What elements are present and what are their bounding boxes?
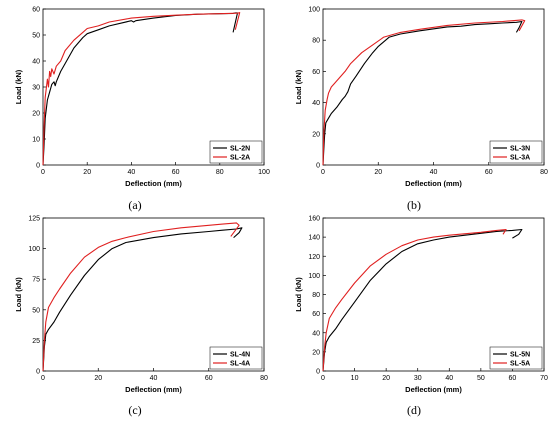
legend: SL-4N SL-4A [209, 346, 263, 370]
y-tick-label: 80 [312, 38, 320, 45]
x-tick-label: 60 [205, 375, 213, 382]
legend: SL-3N SL-3A [489, 140, 543, 164]
x-axis-label: Deflection (mm) [405, 179, 462, 188]
y-tick-label: 100 [308, 273, 320, 280]
legend-label: SL-2A [230, 155, 250, 162]
legend-label: SL-3N [510, 146, 530, 153]
y-tick-label: 0 [36, 369, 40, 376]
x-axis-label: Deflection (mm) [405, 385, 462, 394]
x-tick-label: 20 [83, 169, 91, 176]
x-tick-label: 40 [128, 169, 136, 176]
x-tick-label: 30 [414, 375, 422, 382]
chart-panel: 0 20 40 60 80 100 0 10 20 30 40 50 60 Deflection (mm)… [14, 7, 270, 213]
y-axis-label: Load (kN) [14, 69, 23, 104]
series-line-sl-5n [322, 228, 523, 372]
panel-caption: (a) [128, 198, 141, 212]
y-tick-label: 20 [312, 131, 320, 138]
x-tick-label: 0 [41, 375, 45, 382]
y-tick-label: 40 [312, 100, 320, 107]
y-tick-label: 60 [312, 69, 320, 76]
x-tick-label: 70 [540, 375, 548, 382]
panel-caption: (c) [128, 403, 141, 417]
x-tick-label: 20 [382, 375, 390, 382]
series-line-sl-3n [322, 20, 523, 166]
y-tick-label: 100 [28, 246, 40, 253]
y-tick-label: 160 [308, 216, 320, 223]
chart-panel: 0 20 40 60 80 0 25 50 75 100 125 Deflection (mm) Loa… [14, 216, 268, 418]
panel-caption: (d) [407, 403, 421, 417]
x-tick-label: 80 [216, 169, 224, 176]
x-tick-label: 40 [150, 375, 158, 382]
legend-label: SL-5A [510, 361, 530, 368]
x-tick-label: 10 [351, 375, 359, 382]
y-tick-label: 40 [312, 330, 320, 337]
x-tick-label: 60 [485, 169, 493, 176]
series-line-sl-2a [42, 12, 241, 166]
y-tick-label: 140 [308, 235, 320, 242]
series-line-sl-4a [42, 222, 240, 372]
x-tick-label: 40 [430, 169, 438, 176]
series-line-sl-2n [42, 12, 239, 166]
y-tick-label: 125 [28, 216, 40, 223]
x-tick-label: 80 [540, 169, 548, 176]
x-tick-label: 20 [374, 169, 382, 176]
y-tick-label: 25 [32, 338, 40, 345]
x-axis-label: Deflection (mm) [125, 385, 182, 394]
x-tick-label: 80 [260, 375, 268, 382]
y-tick-label: 0 [316, 369, 320, 376]
series-line-sl-3a [322, 19, 526, 166]
series-line-sl-5a [322, 228, 507, 372]
legend-label: SL-4A [230, 361, 250, 368]
y-tick-label: 0 [316, 163, 320, 170]
y-axis-label: Load (kN) [294, 277, 303, 312]
y-tick-label: 60 [312, 311, 320, 318]
panel-caption: (b) [407, 198, 421, 212]
chart-panel: 0 20 40 60 80 0 20 40 60 80 100 Deflection (mm) Load… [294, 7, 548, 213]
legend-label: SL-2N [230, 146, 250, 153]
y-tick-label: 75 [32, 277, 40, 284]
x-tick-label: 40 [445, 375, 453, 382]
legend: SL-5N SL-5A [489, 346, 543, 370]
y-tick-label: 20 [312, 349, 320, 356]
x-axis-label: Deflection (mm) [125, 179, 182, 188]
x-tick-label: 0 [321, 375, 325, 382]
legend-label: SL-3A [510, 155, 530, 162]
y-tick-label: 60 [32, 7, 40, 14]
y-tick-label: 0 [36, 163, 40, 170]
y-tick-label: 120 [308, 254, 320, 261]
y-axis-label: Load (kN) [294, 69, 303, 104]
x-tick-label: 0 [41, 169, 45, 176]
y-tick-label: 40 [32, 59, 40, 66]
y-tick-label: 50 [32, 33, 40, 40]
x-tick-label: 60 [172, 169, 180, 176]
legend: SL-2N SL-2A [209, 140, 263, 164]
y-tick-label: 100 [308, 7, 320, 14]
x-tick-label: 50 [477, 375, 485, 382]
y-axis-label: Load (kN) [14, 277, 23, 312]
legend-label: SL-5N [510, 352, 530, 359]
legend-label: SL-4N [230, 352, 250, 359]
chart-panel: 0 10 20 30 40 50 60 70 0 20 40 60 80 100 120 140 160 Defl… [294, 216, 548, 418]
x-tick-label: 20 [94, 375, 102, 382]
y-tick-label: 30 [32, 85, 40, 92]
y-tick-label: 20 [32, 111, 40, 118]
x-tick-label: 0 [321, 169, 325, 176]
y-tick-label: 50 [32, 307, 40, 314]
y-tick-label: 80 [312, 292, 320, 299]
x-tick-label: 100 [258, 169, 270, 176]
y-tick-label: 10 [32, 137, 40, 144]
x-tick-label: 60 [509, 375, 517, 382]
